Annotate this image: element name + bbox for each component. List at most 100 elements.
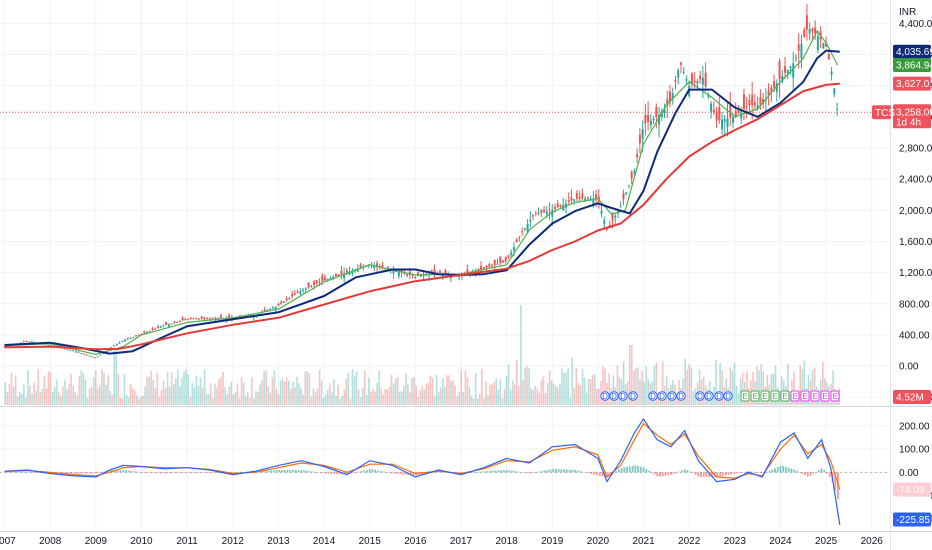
candle-body: [176, 321, 179, 323]
candle-body: [751, 94, 754, 106]
dividend-marker: [695, 391, 705, 401]
macd-histogram-bar: [89, 472, 92, 474]
volume-badge: [893, 390, 931, 404]
volume-bar: [347, 372, 350, 405]
ma_mid-line: [4, 49, 840, 355]
candle-body: [414, 276, 417, 278]
candle-body: [381, 265, 384, 268]
candle-body: [337, 274, 340, 276]
volume-bar: [676, 394, 678, 405]
volume-bar: [314, 391, 317, 405]
volume-bar: [357, 389, 360, 405]
candle-body: [603, 220, 606, 225]
candle-body: [124, 339, 127, 342]
volume-bar: [199, 377, 202, 405]
candle-body: [515, 239, 518, 243]
volume-bar: [686, 369, 689, 405]
volume-bar: [361, 387, 364, 405]
volume-bar: [70, 373, 72, 405]
macd-histogram-bar: [546, 469, 549, 473]
volume-bar: [579, 385, 582, 405]
macd-histogram-bar: [533, 472, 535, 473]
volume-bar: [630, 345, 633, 405]
candle-body: [633, 171, 636, 173]
volume-bar: [92, 376, 95, 405]
candle-body: [200, 316, 203, 319]
volume-bar: [179, 386, 181, 405]
candle-body: [25, 341, 28, 343]
volume-bar: [411, 378, 413, 405]
candle-body: [529, 219, 532, 222]
price-axis-label: 400.00: [899, 330, 930, 341]
volume-bar: [212, 398, 214, 405]
volume-bar: [573, 387, 576, 405]
macd-histogram-bar: [637, 466, 639, 473]
macd-histogram-bar: [308, 471, 311, 473]
volume-bar: [329, 383, 331, 405]
macd-histogram-bar: [719, 472, 722, 477]
ma-mid-badge: [893, 44, 931, 59]
volume-bar: [557, 387, 559, 405]
macd-histogram-bar: [333, 472, 335, 474]
candle-body: [693, 80, 696, 83]
candle-body: [348, 271, 351, 275]
candle-body: [400, 269, 403, 273]
macd-histogram-bar: [500, 470, 503, 473]
macd-histogram-bar: [817, 470, 820, 473]
macd-histogram-bar: [119, 470, 122, 473]
volume-bar: [491, 384, 493, 405]
macd-line: [4, 417, 841, 525]
volume-bar: [162, 380, 165, 405]
macd-badge: [893, 512, 931, 527]
macd-histogram-bar: [190, 472, 193, 473]
macd-histogram-bar: [122, 470, 125, 473]
candle-body: [671, 93, 674, 99]
volume-bar: [413, 377, 415, 405]
macd-histogram-bar: [67, 472, 70, 474]
volume-bar: [76, 395, 79, 405]
volume-bar: [345, 378, 348, 405]
volume-bar: [758, 370, 760, 405]
macd-histogram-bar: [475, 471, 478, 473]
macd-histogram-bar: [103, 471, 105, 473]
volume-bar: [427, 382, 430, 405]
volume-bar: [645, 366, 647, 405]
volume-bar: [731, 370, 734, 405]
volume-bar: [733, 362, 736, 405]
candle-body: [764, 99, 767, 101]
volume-bar: [713, 386, 715, 405]
candle-body: [493, 260, 496, 265]
time-axis-label: 2026: [861, 536, 884, 547]
macd-histogram-bar: [204, 472, 207, 473]
volume-bar: [647, 378, 650, 405]
volume-bar: [561, 368, 563, 405]
macd-histogram-bar: [642, 467, 645, 473]
macd-histogram-bar: [75, 472, 78, 474]
volume-bar: [57, 392, 60, 405]
volume-bar: [308, 373, 311, 405]
volume-bar: [612, 375, 615, 405]
candle-body: [315, 280, 318, 284]
candle-body: [466, 269, 469, 275]
volume-bar: [746, 370, 748, 405]
volume-bar: [80, 369, 83, 405]
macd-histogram-bar: [675, 472, 678, 473]
volume-bar: [641, 370, 643, 405]
candle-body: [77, 351, 80, 353]
candle-body: [679, 62, 682, 65]
macd-histogram-bar: [598, 472, 601, 476]
macd-histogram-bar: [368, 469, 371, 473]
candle-body: [19, 342, 22, 344]
volume-bar: [302, 394, 304, 405]
candle-body: [113, 345, 116, 347]
macd-histogram-bar: [557, 469, 560, 473]
volume-bar: [409, 392, 411, 405]
volume-bar: [721, 369, 723, 405]
candle-body: [334, 273, 337, 277]
macd-histogram-bar: [401, 472, 404, 475]
candle-body: [606, 229, 609, 231]
macd-histogram-bar: [680, 470, 683, 473]
volume-bar: [216, 387, 218, 405]
